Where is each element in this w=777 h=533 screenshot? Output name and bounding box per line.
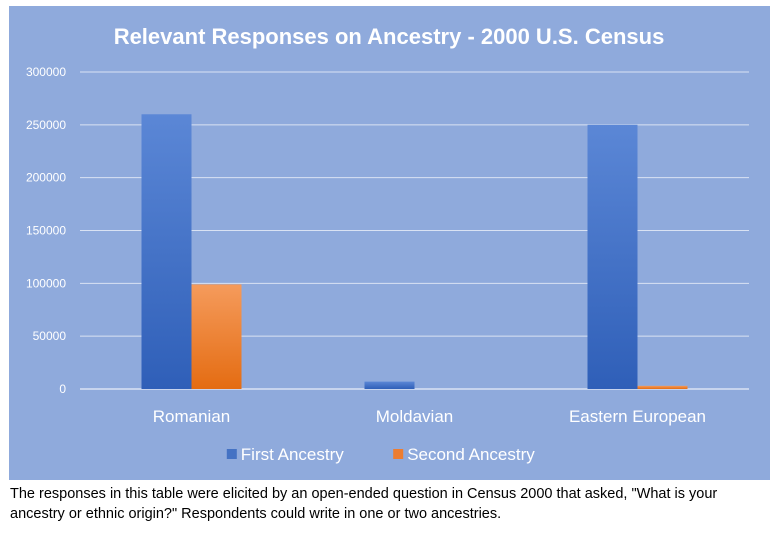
bar-chart: Relevant Responses on Ancestry - 2000 U.… [26, 24, 749, 464]
bar-first-ancestry [364, 381, 415, 389]
chart-panel: Relevant Responses on Ancestry - 2000 U.… [9, 6, 770, 480]
y-tick-label: 200000 [26, 171, 66, 185]
legend-label: Second Ancestry [407, 445, 535, 464]
legend-label: First Ancestry [241, 445, 344, 464]
bar-second-ancestry [191, 284, 242, 389]
x-tick-label: Moldavian [376, 407, 454, 426]
y-tick-label: 300000 [26, 65, 66, 79]
y-tick-label: 0 [59, 382, 66, 396]
bar-first-ancestry [141, 114, 192, 390]
chart-caption: The responses in this table were elicite… [10, 486, 718, 522]
chart-title: Relevant Responses on Ancestry - 2000 U.… [114, 24, 665, 49]
x-tick-label: Eastern European [569, 407, 706, 426]
y-tick-label: 150000 [26, 224, 66, 238]
bar-first-ancestry [587, 124, 638, 389]
y-tick-label: 100000 [26, 276, 66, 290]
y-tick-label: 250000 [26, 118, 66, 132]
y-tick-label: 50000 [33, 329, 67, 343]
x-tick-label: Romanian [153, 407, 231, 426]
legend-swatch-first-ancestry [226, 449, 237, 459]
legend-swatch-second-ancestry [393, 449, 404, 459]
bar-second-ancestry [637, 385, 688, 389]
